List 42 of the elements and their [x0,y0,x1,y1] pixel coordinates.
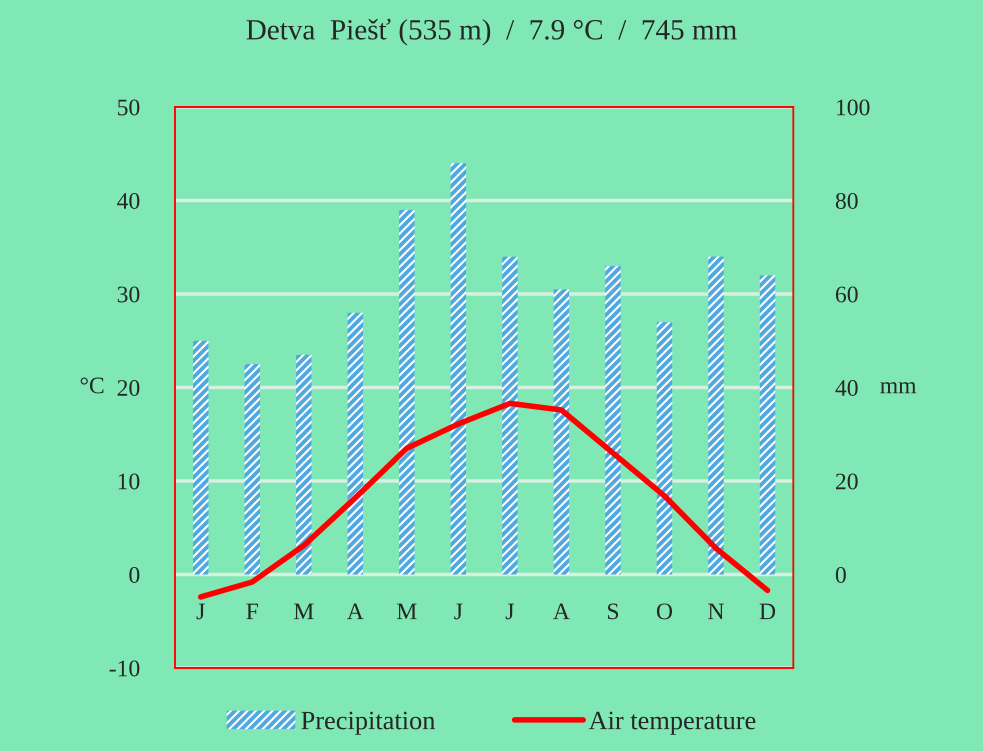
x-tick-label: F [246,604,258,620]
x-tick-label: S [608,603,618,620]
y2-tick-label: 20 [836,474,858,490]
bar [760,275,776,575]
bar [554,289,570,575]
y-tick-label: 20 [118,380,140,396]
bar [450,163,466,575]
bar [193,340,208,575]
x-tick-label: N [708,604,724,620]
bar [656,322,672,575]
x-tick-label: M [294,604,314,620]
bar [605,266,621,575]
bar [399,210,415,575]
x-tick-label: O [656,603,672,620]
y-tick-label: 10 [118,474,140,490]
y-tick-label: 50 [118,100,140,116]
y-tick-label: 30 [118,286,140,302]
x-tick-label: J [196,604,205,620]
y2-tick-label: 80 [836,193,858,209]
x-tick-label: J [454,604,462,620]
bar [296,354,312,575]
y2-tick-label: 40 [835,380,858,396]
bar [348,312,364,575]
x-tick-label: D [760,604,776,620]
bar [708,256,724,575]
chart-title: Detva Piešť (535 m) / 7.9 °C / 745 mm [246,18,737,46]
y-axis-title: °C [80,377,104,394]
bar [244,364,260,575]
y-tick-label: 0 [129,567,140,583]
bar [502,256,518,575]
legend-label: Precipitation [301,712,436,735]
y2-axis-title: mm [880,382,916,394]
x-tick-label: M [397,604,417,620]
x-tick-label: A [553,604,570,620]
y-tick-label: 40 [117,193,140,209]
x-tick-label: J [506,604,514,620]
legend-label: Air temperature [588,712,756,735]
y-tick-label: -10 [110,660,140,676]
y2-tick-label: 100 [837,100,870,116]
x-tick-label: A [347,604,364,620]
y2-tick-label: 60 [836,286,858,302]
y2-tick-label: 0 [836,567,846,583]
